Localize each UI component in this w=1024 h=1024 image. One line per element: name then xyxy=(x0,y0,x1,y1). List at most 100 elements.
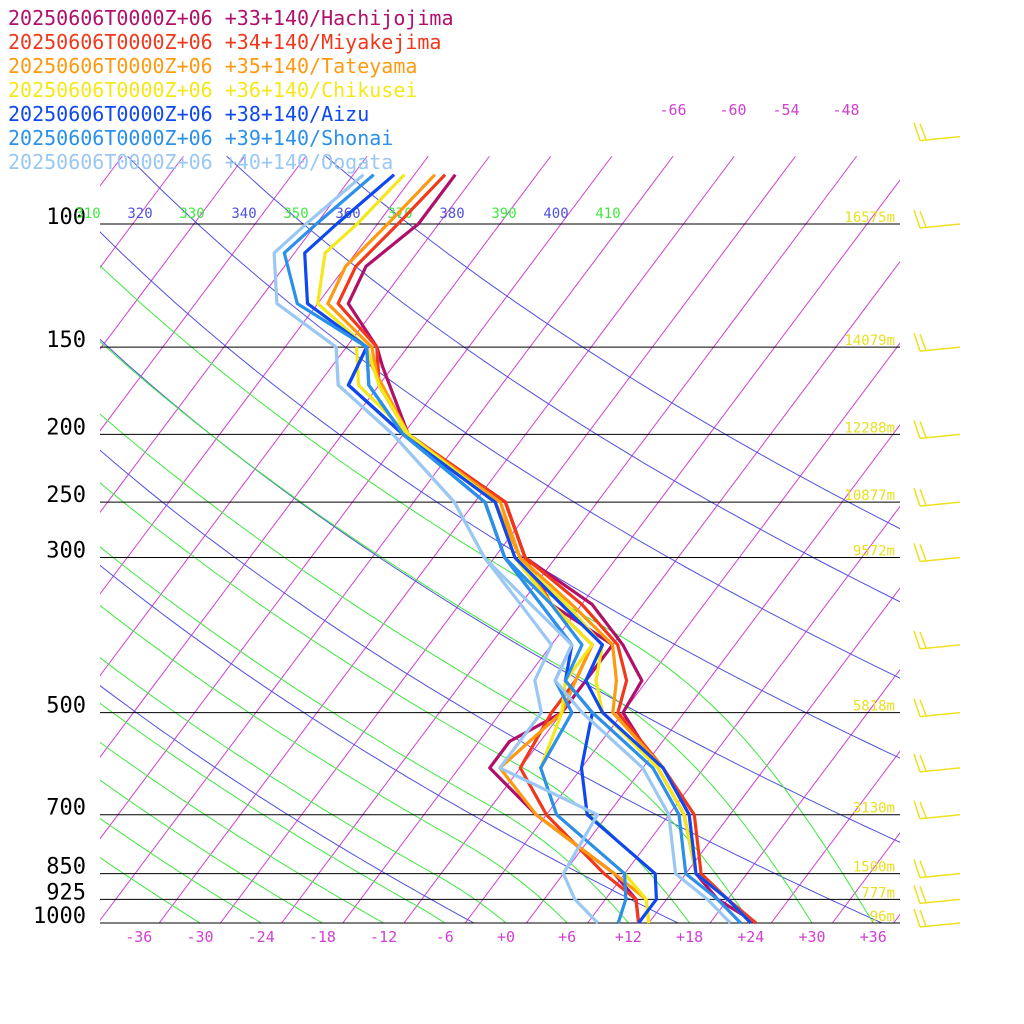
dry-adiabat-lines xyxy=(100,155,900,923)
isotherm-line xyxy=(100,155,674,922)
moist-adiabat-line xyxy=(100,264,874,923)
isotherm-line xyxy=(100,155,429,595)
dewpoint-line-1 xyxy=(375,346,641,924)
temperature-tick-label: +24 xyxy=(737,928,764,946)
temperature-tick-label: +18 xyxy=(676,928,703,946)
wind-barb xyxy=(919,767,961,773)
height-label: 16575m xyxy=(844,210,895,226)
wind-barb-flag xyxy=(913,420,921,439)
legend-entry: 20250606T0000Z+06 +33+140/Hachijojima xyxy=(8,6,454,30)
wind-barb xyxy=(919,433,961,440)
temperature-tick-label: +0 xyxy=(497,928,515,946)
isotherm-line xyxy=(403,260,900,923)
isotherm-line xyxy=(464,342,900,923)
isotherm-line xyxy=(100,155,184,269)
wind-barb-flag xyxy=(913,885,921,904)
height-label: 14079m xyxy=(844,333,895,349)
pressure-tick-label: 150 xyxy=(46,328,86,353)
wind-barb-flag xyxy=(913,487,921,507)
wind-barb-flag xyxy=(919,488,927,506)
height-label: 96m xyxy=(870,909,895,925)
height-label: 1500m xyxy=(853,860,895,876)
dry-adiabat-line xyxy=(100,449,883,923)
isotherm-line xyxy=(158,155,735,923)
isotherm-line xyxy=(100,155,368,514)
dry-adiabat-line xyxy=(100,564,679,923)
wind-barb-flag xyxy=(919,801,927,818)
isotherm-lines xyxy=(100,155,1024,923)
theta-label: 410 xyxy=(595,206,620,222)
dry-adiabat-line xyxy=(127,155,900,679)
chart-legend: 20250606T0000Z+06 +33+140/Hachijojima 202… xyxy=(8,6,454,174)
temperature-line-6 xyxy=(282,173,742,925)
theta-label: 330 xyxy=(179,206,204,222)
isotherm-line xyxy=(100,155,613,840)
wind-barb-flag xyxy=(919,909,927,927)
moist-adiabat-line xyxy=(100,817,262,923)
isotherm-line xyxy=(526,424,900,923)
wind-barb-flag xyxy=(919,631,927,649)
isotherm-line xyxy=(100,155,552,758)
temperature-line-5 xyxy=(303,173,752,925)
pressure-tick-label: 100 xyxy=(46,205,86,230)
temperature-line-2 xyxy=(336,173,757,925)
moist-adiabat-line xyxy=(100,856,201,923)
moist-adiabat-line xyxy=(100,741,384,923)
wind-barb-flag xyxy=(913,908,921,928)
pressure-tick-label: 200 xyxy=(46,415,86,440)
moist-adiabat-lines xyxy=(100,264,874,923)
temperature-tick-label: -30 xyxy=(186,928,213,946)
temperature-tick-label: -18 xyxy=(309,928,336,946)
moist-adiabat-line xyxy=(100,482,691,923)
wind-barb-flag xyxy=(913,332,921,352)
wind-barb-flag xyxy=(919,699,927,716)
dry-adiabat-line xyxy=(226,155,900,603)
wind-barb-flag xyxy=(913,859,921,878)
temperature-tick-label: +6 xyxy=(558,928,576,946)
isotherm-line xyxy=(893,913,900,923)
wind-barb-flag xyxy=(919,860,927,877)
isotherm-line xyxy=(100,155,490,677)
wind-barb xyxy=(919,556,961,563)
wind-barb xyxy=(919,922,961,928)
temperature-tick-label: +36 xyxy=(860,928,887,946)
temperature-tick-label: +30 xyxy=(798,928,825,946)
temperature-line-4 xyxy=(316,173,752,925)
wind-barb-flag xyxy=(913,630,921,650)
height-label: 5818m xyxy=(853,699,895,715)
wind-barb-flag xyxy=(919,123,927,140)
pressure-tick-label: 925 xyxy=(46,880,86,905)
legend-entry: 20250606T0000Z+06 +36+140/Chikusei xyxy=(8,78,418,102)
pressure-tick-label: 300 xyxy=(46,539,86,564)
isotherm-line xyxy=(770,750,900,923)
legend-entry: 20250606T0000Z+06 +39+140/Shonai xyxy=(8,126,394,150)
dry-adiabat-line xyxy=(100,231,900,759)
temperature-line-1 xyxy=(346,173,757,925)
wind-barb xyxy=(919,898,961,905)
moist-adiabat-line xyxy=(100,657,507,923)
dry-adiabat-line xyxy=(325,155,900,530)
temperature-tick-label: -24 xyxy=(248,928,275,946)
isotherm-line xyxy=(955,156,1024,923)
theta-label: 390 xyxy=(491,206,516,222)
legend-entry: 20250606T0000Z+06 +40+140/Oogata xyxy=(8,150,394,174)
height-label: 9572m xyxy=(853,544,895,560)
wind-barb-flag xyxy=(919,210,927,228)
wind-barbs xyxy=(913,122,961,928)
wind-barb-flag xyxy=(919,421,927,438)
isotherm-line xyxy=(1016,156,1024,923)
isotherm-line xyxy=(281,155,858,923)
wind-barb xyxy=(919,872,961,879)
moist-adiabat-line xyxy=(100,340,813,923)
temperature-tick-label: -12 xyxy=(370,928,397,946)
moist-adiabat-line xyxy=(100,413,752,923)
wind-barb-flag xyxy=(913,698,921,717)
isotherm-label: -66 xyxy=(659,101,686,119)
legend-entry: 20250606T0000Z+06 +35+140/Tateyama xyxy=(8,54,418,78)
wind-barb-flag xyxy=(919,333,927,351)
dry-adiabat-line xyxy=(100,684,475,923)
wind-barb xyxy=(919,501,961,507)
isotherm-label: -48 xyxy=(832,101,859,119)
pressure-tick-label: 1000 xyxy=(33,904,86,929)
